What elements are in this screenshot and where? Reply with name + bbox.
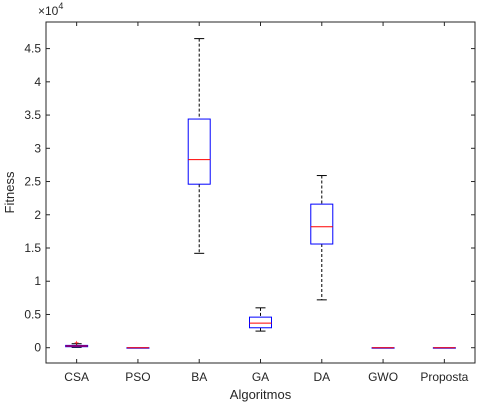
box-pso	[126, 347, 150, 349]
x-axis-ticks: CSA PSO BA GA DA GWO Proposta	[64, 22, 469, 384]
x-axis-label: Algoritmos	[230, 387, 292, 402]
box-iqr	[187, 118, 211, 185]
y-axis-label: Fitness	[2, 171, 17, 213]
y-tick-label: 3	[34, 141, 41, 155]
box-ba	[187, 38, 211, 254]
x-tick-label: GA	[252, 370, 269, 384]
y-tick-label: 0.5	[24, 307, 41, 321]
y-axis-ticks: 0 0.5 1 1.5 2 2.5 3 3.5 4 4.5	[24, 42, 475, 355]
y-tick-label: 4.5	[24, 42, 41, 56]
exponent-power: 4	[58, 1, 63, 11]
x-tick-label: CSA	[64, 370, 89, 384]
y-tick-label: 0	[34, 341, 41, 355]
box-da	[310, 175, 334, 301]
axes-frame	[45, 21, 476, 364]
box-csa: +	[65, 338, 89, 348]
y-tick-label: 1	[34, 274, 41, 288]
box-iqr	[249, 316, 272, 329]
exponent-base: ×10	[38, 4, 59, 18]
y-axis-exponent-label: ×104	[38, 1, 63, 18]
plot-area: +	[65, 38, 456, 349]
x-tick-label: BA	[191, 370, 207, 384]
y-tick-label: 2	[34, 208, 41, 222]
box-proposta	[432, 347, 456, 349]
x-tick-label: DA	[313, 370, 330, 384]
box-gwo	[371, 347, 395, 349]
y-tick-label: 4	[34, 75, 41, 89]
box-iqr	[310, 203, 334, 245]
x-tick-label: Proposta	[420, 370, 468, 384]
outlier-marker: +	[74, 338, 79, 347]
x-tick-label: PSO	[125, 370, 150, 384]
y-tick-label: 1.5	[24, 241, 41, 255]
box-ga	[249, 307, 272, 332]
x-tick-label: GWO	[368, 370, 398, 384]
y-tick-label: 2.5	[24, 175, 41, 189]
y-tick-label: 3.5	[24, 108, 41, 122]
